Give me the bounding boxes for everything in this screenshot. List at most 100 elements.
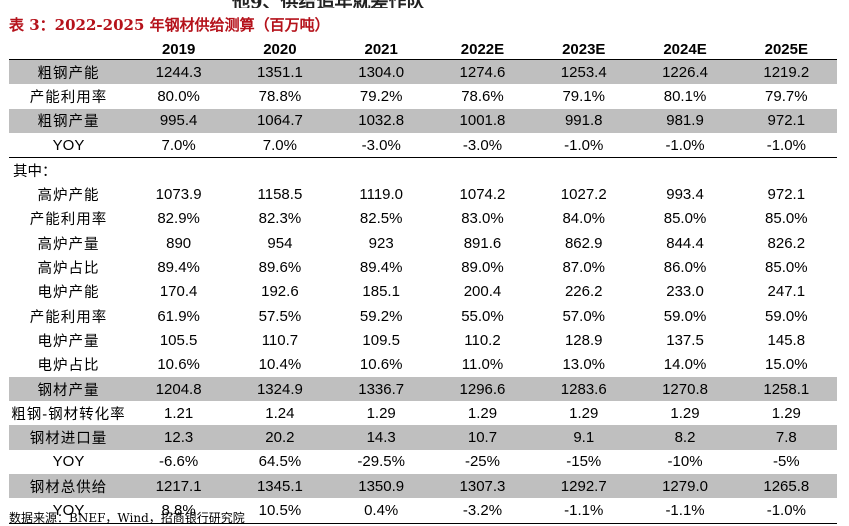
row-label: 钢材进口量 — [29, 431, 108, 448]
table-cell: 61.9% — [157, 307, 200, 325]
table-cell: 1.24 — [265, 404, 295, 422]
table-row: 钢材进口量 12.3 20.2 14.3 10.7 9.1 8.2 7.8 — [9, 425, 837, 450]
table-cell: 85.0% — [765, 210, 808, 228]
table-cell: 83.0% — [461, 210, 504, 228]
table-cell: -6.6% — [159, 453, 199, 471]
table-cell: -3.0% — [462, 136, 503, 154]
source-note: 数据来源：BNEF，Wind，招商银行研究院 — [9, 511, 245, 525]
table-cell: -10% — [667, 453, 703, 471]
table-row: 粗钢产能 1244.3 1351.1 1304.0 1274.6 1253.4 1226.4… — [9, 60, 837, 85]
row-label: 粗钢产量 — [37, 114, 100, 131]
table-cell: 1345.1 — [256, 477, 303, 495]
column-header: 2024E — [663, 41, 707, 58]
table-cell: 972.1 — [767, 186, 806, 204]
table-cell: 82.5% — [359, 210, 403, 228]
table-cell: 84.0% — [562, 210, 606, 228]
table-cell: 14.0% — [663, 356, 707, 374]
table-cell: 1336.7 — [358, 380, 405, 398]
table-cell: -15% — [566, 453, 602, 471]
table-cell: 79.2% — [359, 87, 403, 105]
table-cell: 1073.9 — [155, 186, 202, 204]
table-cell: 185.1 — [362, 283, 400, 301]
table-row: 电炉产量 105.5 110.7 109.5 110.2 128.9 137.5 145.8 — [9, 328, 837, 352]
table-cell: 1219.2 — [763, 63, 810, 81]
table-cell: 11.0% — [461, 356, 504, 374]
table-cell: 110.2 — [464, 331, 501, 349]
row-label: 产能利用率 — [29, 212, 108, 229]
table-cell: 1292.7 — [560, 477, 607, 495]
table-cell: -1.1% — [564, 501, 604, 519]
table-cell: 1.29 — [467, 404, 498, 422]
table-cell: 1226.4 — [662, 63, 708, 81]
table-row: 钢材总供给 1217.1 1345.1 1350.9 1307.3 1292.7 1279.… — [9, 474, 837, 499]
table-cell: 1244.3 — [155, 63, 202, 81]
row-label: 粗钢产能 — [37, 65, 100, 82]
table-cell: 226.2 — [564, 283, 603, 301]
table-cell: 89.0% — [461, 259, 504, 277]
table-cell: 89.4% — [359, 259, 403, 277]
table-cell: 170.4 — [159, 283, 198, 301]
row-label: 电炉产量 — [37, 333, 100, 350]
table-cell: 80.1% — [663, 87, 707, 105]
table-cell: 145.8 — [767, 331, 806, 349]
table-cell: -1.0% — [564, 136, 604, 154]
table-row: YOY -6.6% 64.5% -29.5% -25% -15% -10% -5% — [9, 450, 837, 474]
top-cut-off-text: 他9、供给追年就差作队 — [0, 0, 849, 8]
table-cell: 1.29 — [569, 404, 599, 422]
table-cell: 15.0% — [765, 356, 808, 374]
row-label: 钢材产量 — [37, 382, 100, 399]
table-header-row: 2019 2020 2021 2022E 2023E 2024E 2025E — [9, 40, 837, 60]
table-cell: 981.9 — [666, 112, 704, 130]
table-cell: 109.5 — [362, 331, 400, 349]
table-cell: 7.8 — [775, 429, 797, 447]
table-cell: 1307.3 — [459, 477, 506, 495]
column-header: 2019 — [161, 41, 196, 58]
table-row: 电炉产能 170.4 192.6 185.1 200.4 226.2 233.0 247.1 — [9, 280, 837, 304]
table-cell: 57.0% — [562, 307, 606, 325]
table-cell: 82.3% — [258, 210, 302, 228]
table-cell: 59.0% — [765, 307, 808, 325]
table-cell: 1304.0 — [358, 63, 405, 81]
table-cell: 64.5% — [258, 453, 302, 471]
table-cell: 993.4 — [666, 186, 704, 204]
table-cell: 1204.8 — [155, 380, 202, 398]
table-cell: 1253.4 — [560, 63, 607, 81]
table-cell: 14.3 — [366, 429, 396, 447]
row-label: 产能利用率 — [29, 89, 108, 106]
table-cell: 10.4% — [258, 356, 302, 374]
table-row: 高炉占比 89.4% 89.6% 89.4% 89.0% 87.0% 86.0% 85.0% — [9, 255, 837, 279]
table-cell: 923 — [368, 234, 394, 252]
table-cell: 1.29 — [366, 404, 396, 422]
table-cell: 10.5% — [258, 501, 302, 519]
table-cell: 1074.2 — [459, 186, 506, 204]
table-cell: 87.0% — [562, 259, 606, 277]
table-cell: 10.6% — [359, 356, 403, 374]
table-row: YOY 7.0% 7.0% -3.0% -3.0% -1.0% -1.0% -1.0% — [9, 133, 837, 159]
table-cell: 1032.8 — [358, 112, 405, 130]
table-cell: 79.1% — [562, 87, 606, 105]
table-cell: 9.1 — [573, 429, 595, 447]
table-cell: 12.3 — [164, 429, 194, 447]
table-cell: -3.2% — [462, 501, 503, 519]
column-header: 2025E — [764, 41, 808, 58]
table-row: 高炉产量 890 954 923 891.6 862.9 844.4 826.2 — [9, 231, 837, 255]
table-row: 产能利用率 61.9% 57.5% 59.2% 55.0% 57.0% 59.0% 59.0% — [9, 304, 837, 328]
table-cell: 890 — [166, 234, 192, 252]
row-label: 其中： — [13, 163, 57, 180]
table-cell: 954 — [267, 234, 293, 252]
row-label: 高炉占比 — [37, 261, 100, 278]
table-cell: -1.0% — [766, 136, 806, 154]
table-cell: 89.4% — [157, 259, 200, 277]
table-cell: 78.6% — [461, 87, 504, 105]
table-cell: -1.0% — [766, 501, 806, 519]
table-cell: 1324.9 — [256, 380, 303, 398]
table-cell: 7.0% — [262, 136, 297, 154]
table-cell: 991.8 — [564, 112, 603, 130]
table-cell: -1.1% — [665, 501, 705, 519]
row-label: 高炉产量 — [37, 236, 100, 253]
table-cell: 233.0 — [666, 283, 704, 301]
table-cell: 1001.8 — [459, 112, 506, 130]
table-cell: 86.0% — [663, 259, 707, 277]
row-label: 粗钢-钢材转化率 — [11, 406, 126, 423]
table-cell: 7.0% — [161, 136, 196, 154]
